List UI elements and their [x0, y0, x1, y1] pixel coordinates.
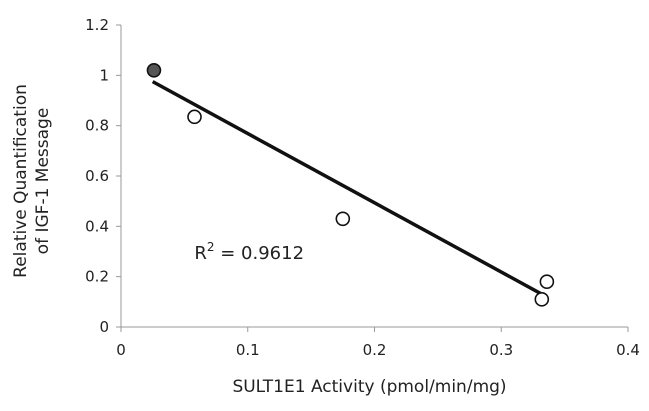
y-tick-label: 0.8: [85, 117, 109, 135]
data-point: [335, 211, 351, 227]
y-tick-label: 1: [99, 66, 109, 84]
y-tick-label: 1.2: [85, 16, 109, 34]
y-tick-label: 0.6: [85, 167, 109, 185]
y-axis-title-line: of IGF-1 Message: [33, 108, 53, 255]
x-tick-label: 0.3: [489, 341, 513, 359]
r-squared-annotation: R2 = 0.9612: [194, 240, 304, 264]
y-tick-label: 0.4: [85, 217, 109, 235]
data-point: [187, 109, 202, 125]
y-tick-label: 0: [99, 318, 109, 336]
y-tick-label: 0.2: [85, 268, 109, 286]
annotation-group: R2 = 0.9612: [194, 240, 304, 264]
y-axis-title-line: Relative Quantification: [11, 84, 31, 278]
data-points: [146, 63, 555, 307]
x-axis-ticks: 0 0.1 0.2 0.3 0.4: [116, 327, 640, 359]
x-tick-label: 0.1: [236, 341, 260, 359]
y-axis-ticks: 0 0.2 0.4 0.6 0.8 1 1.2: [85, 16, 121, 336]
x-tick-label: 0.2: [363, 341, 387, 359]
y-axis-title: Relative Quantification of IGF-1 Message: [11, 84, 53, 278]
x-tick-label: 0: [116, 341, 126, 359]
trendline: [151, 80, 546, 298]
x-tick-label: 0.4: [616, 341, 640, 359]
data-point: [539, 274, 555, 290]
data-point: [534, 292, 550, 307]
data-point-filled: [146, 63, 162, 78]
trendline-group: [151, 80, 546, 298]
x-axis-title: SULT1E1 Activity (pmol/min/mg): [232, 377, 506, 397]
